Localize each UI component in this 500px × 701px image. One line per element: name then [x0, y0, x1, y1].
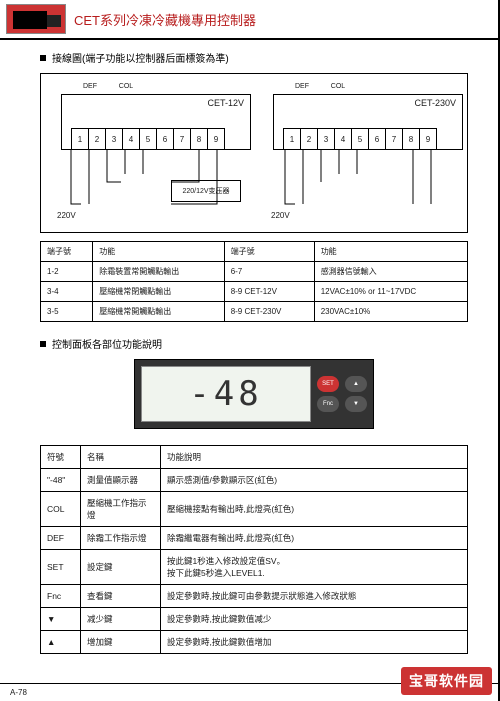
td: ▼ [41, 608, 81, 631]
panel-title: 控制面板各部位功能說明 [40, 336, 468, 351]
td: 設定參數時,按此鍵可由參數提示狀態進入修改狀態 [161, 585, 468, 608]
td: 壓縮機接點有輸出時,此燈亮(紅色) [161, 492, 468, 527]
wiring-title: 接線圖(端子功能以控制器后面標簽為準) [40, 50, 468, 65]
th: 端子號 [41, 242, 93, 262]
page-header: CET系列冷凍冷藏機專用控制器 [0, 0, 498, 40]
td: 顯示感測值/參數顯示区(紅色) [161, 469, 468, 492]
v220-left: 220V [57, 211, 76, 220]
td: DEF [41, 527, 81, 550]
fn-table-section: 符號 名稱 功能說明 "-48"測量值顯示器顯示感測值/參數顯示区(紅色) CO… [0, 445, 498, 658]
th: 名稱 [81, 446, 161, 469]
wiring-section: 接線圖(端子功能以控制器后面標簽為準) CET-12V DEF COL 1 2 … [0, 40, 498, 237]
td: 設定參數時,按此鍵數值减少 [161, 608, 468, 631]
td: "-48" [41, 469, 81, 492]
device-photo [6, 4, 66, 34]
td: 6-7 [224, 262, 314, 282]
td: 3-5 [41, 302, 93, 322]
function-table: 符號 名稱 功能說明 "-48"測量值顯示器顯示感測值/參數顯示区(紅色) CO… [40, 445, 468, 654]
td: 增加鍵 [81, 631, 161, 654]
td: 230VAC±10% [314, 302, 467, 322]
lcd-display: -48 [141, 366, 311, 422]
td: 1-2 [41, 262, 93, 282]
td: 設定鍵 [81, 550, 161, 585]
td: 12VAC±10% or 11~17VDC [314, 282, 467, 302]
terminal-table: 端子號 功能 端子號 功能 1-2 除霜裝置常開觸點輸出 6-7 感測器信號輸入… [40, 241, 468, 322]
page-title: CET系列冷凍冷藏機專用控制器 [74, 10, 256, 29]
up-button[interactable]: ▲ [345, 376, 367, 392]
th: 符號 [41, 446, 81, 469]
td: 壓縮機常開觸點輸出 [93, 302, 224, 322]
td: 壓縮機工作指示燈 [81, 492, 161, 527]
td: 减少鍵 [81, 608, 161, 631]
td: Fnc [41, 585, 81, 608]
watermark: 宝哥软件园 [401, 667, 492, 695]
page-number: A-78 [10, 688, 27, 697]
td: 測量值顯示器 [81, 469, 161, 492]
panel-section: 控制面板各部位功能說明 -48 SET Fnc ▲ ▼ [0, 326, 498, 433]
td: 3-4 [41, 282, 93, 302]
th: 功能 [314, 242, 467, 262]
td: SET [41, 550, 81, 585]
v220-right: 220V [271, 211, 290, 220]
td: 按此鍵1秒進入修改設定值SV。 按下此鍵5秒進入LEVEL1. [161, 550, 468, 585]
terminal-table-wrap: 端子號 功能 端子號 功能 1-2 除霜裝置常開觸點輸出 6-7 感測器信號輸入… [0, 241, 498, 326]
wiring-diagram-box: CET-12V DEF COL 1 2 3 4 5 6 7 8 9 CET-23… [40, 73, 468, 233]
td: 感測器信號輸入 [314, 262, 467, 282]
td: 除霜繼電器有輸出時,此燈亮(紅色) [161, 527, 468, 550]
td: 壓縮機常閉觸點輸出 [93, 282, 224, 302]
down-button[interactable]: ▼ [345, 396, 367, 412]
fnc-button[interactable]: Fnc [317, 396, 339, 412]
th: 端子號 [224, 242, 314, 262]
td: ▲ [41, 631, 81, 654]
td: 查看鍵 [81, 585, 161, 608]
td: 8-9 CET-230V [224, 302, 314, 322]
td: 除霜裝置常開觸點輸出 [93, 262, 224, 282]
th: 功能說明 [161, 446, 468, 469]
control-panel: -48 SET Fnc ▲ ▼ [134, 359, 374, 429]
th: 功能 [93, 242, 224, 262]
td: 設定參數時,按此鍵數值增加 [161, 631, 468, 654]
td: 8-9 CET-12V [224, 282, 314, 302]
td: COL [41, 492, 81, 527]
td: 除霜工作指示燈 [81, 527, 161, 550]
set-button[interactable]: SET [317, 376, 339, 392]
